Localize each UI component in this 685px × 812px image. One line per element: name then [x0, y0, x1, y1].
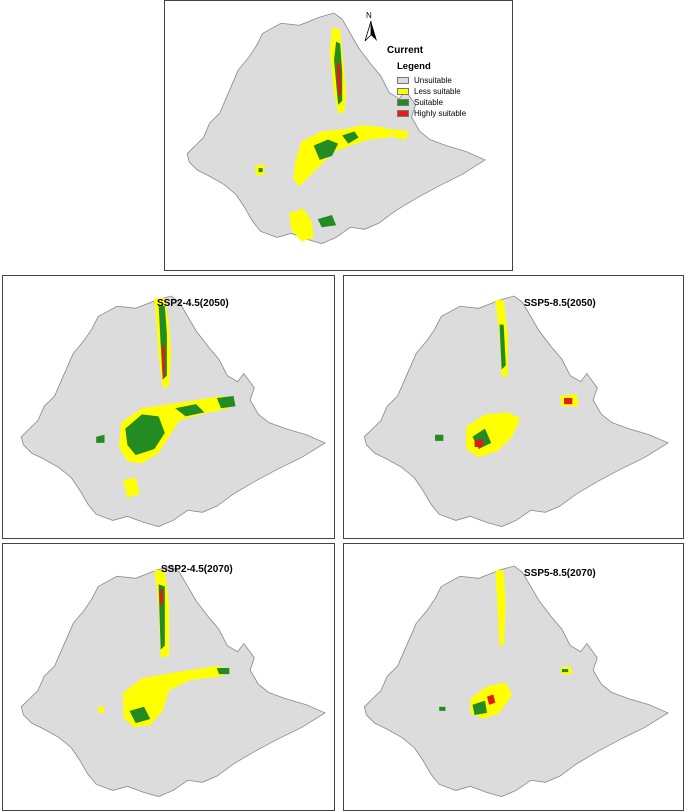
- zone-suitable: [258, 168, 263, 173]
- map-ssp585-2070: [363, 565, 669, 798]
- map-panel-ssp245-2050: SSP2-4.5(2050): [2, 275, 335, 539]
- legend-swatch: [397, 77, 409, 84]
- map-current: [186, 12, 486, 245]
- country-outline: [363, 295, 669, 528]
- zone-suitable: [342, 131, 359, 144]
- map-panel-ssp245-2070: SSP2-4.5(2070): [2, 543, 335, 811]
- zone-suitable: [129, 706, 151, 724]
- legend-item-highly-suitable: Highly suitable: [397, 108, 466, 119]
- zone-highly-suitable: [564, 398, 573, 405]
- panel-title-ssp245-2070: SSP2-4.5(2070): [161, 564, 233, 575]
- north-arrow-icon: N: [362, 11, 380, 43]
- zone-highly-suitable: [159, 588, 163, 605]
- map-panel-ssp585-2050: SSP5-8.5(2050): [343, 275, 684, 539]
- zone-highly-suitable: [474, 438, 483, 447]
- map-panel-current: N Current Legend Unsuitable Less suitabl…: [164, 0, 513, 271]
- legend-swatch: [397, 99, 409, 106]
- panel-title-ssp585-2070: SSP5-8.5(2070): [524, 568, 596, 579]
- zone-suitable: [435, 434, 444, 441]
- zone-less-suitable: [393, 129, 410, 140]
- country-outline: [363, 565, 669, 798]
- zone-less-suitable: [98, 706, 105, 713]
- zone-suitable: [472, 700, 488, 715]
- panel-title-ssp585-2050: SSP5-8.5(2050): [524, 298, 596, 309]
- zone-less-suitable: [289, 208, 314, 242]
- map-legend: Legend Unsuitable Less suitable Suitable…: [397, 61, 466, 119]
- zone-suitable: [313, 139, 339, 160]
- zone-suitable: [125, 414, 165, 456]
- zone-highly-suitable: [487, 694, 496, 705]
- panel-title-ssp245-2050: SSP2-4.5(2050): [157, 298, 229, 309]
- zone-less-suitable: [123, 666, 232, 728]
- map-ssp245-2050: [20, 295, 326, 528]
- legend-item-less-suitable: Less suitable: [397, 86, 466, 97]
- legend-item-suitable: Suitable: [397, 97, 466, 108]
- legend-swatch: [397, 88, 409, 95]
- legend-title: Legend: [397, 61, 431, 72]
- map-panel-ssp585-2070: SSP5-8.5(2070): [343, 543, 684, 811]
- zone-highly-suitable: [337, 62, 342, 99]
- zone-suitable: [317, 215, 337, 228]
- zone-less-suitable: [293, 125, 398, 187]
- zone-less-suitable: [123, 477, 140, 498]
- zone-less-suitable: [495, 570, 506, 646]
- zone-suitable: [216, 396, 236, 409]
- zone-suitable: [439, 706, 446, 711]
- legend-item-unsuitable: Unsuitable: [397, 75, 466, 86]
- zone-suitable: [96, 434, 105, 443]
- map-ssp245-2070: [20, 565, 326, 798]
- panel-title-current: Current: [387, 45, 424, 56]
- zone-suitable: [216, 668, 230, 675]
- legend-swatch: [397, 110, 409, 117]
- zone-suitable: [175, 404, 205, 417]
- map-ssp585-2050: [363, 295, 669, 528]
- zone-suitable: [561, 669, 569, 673]
